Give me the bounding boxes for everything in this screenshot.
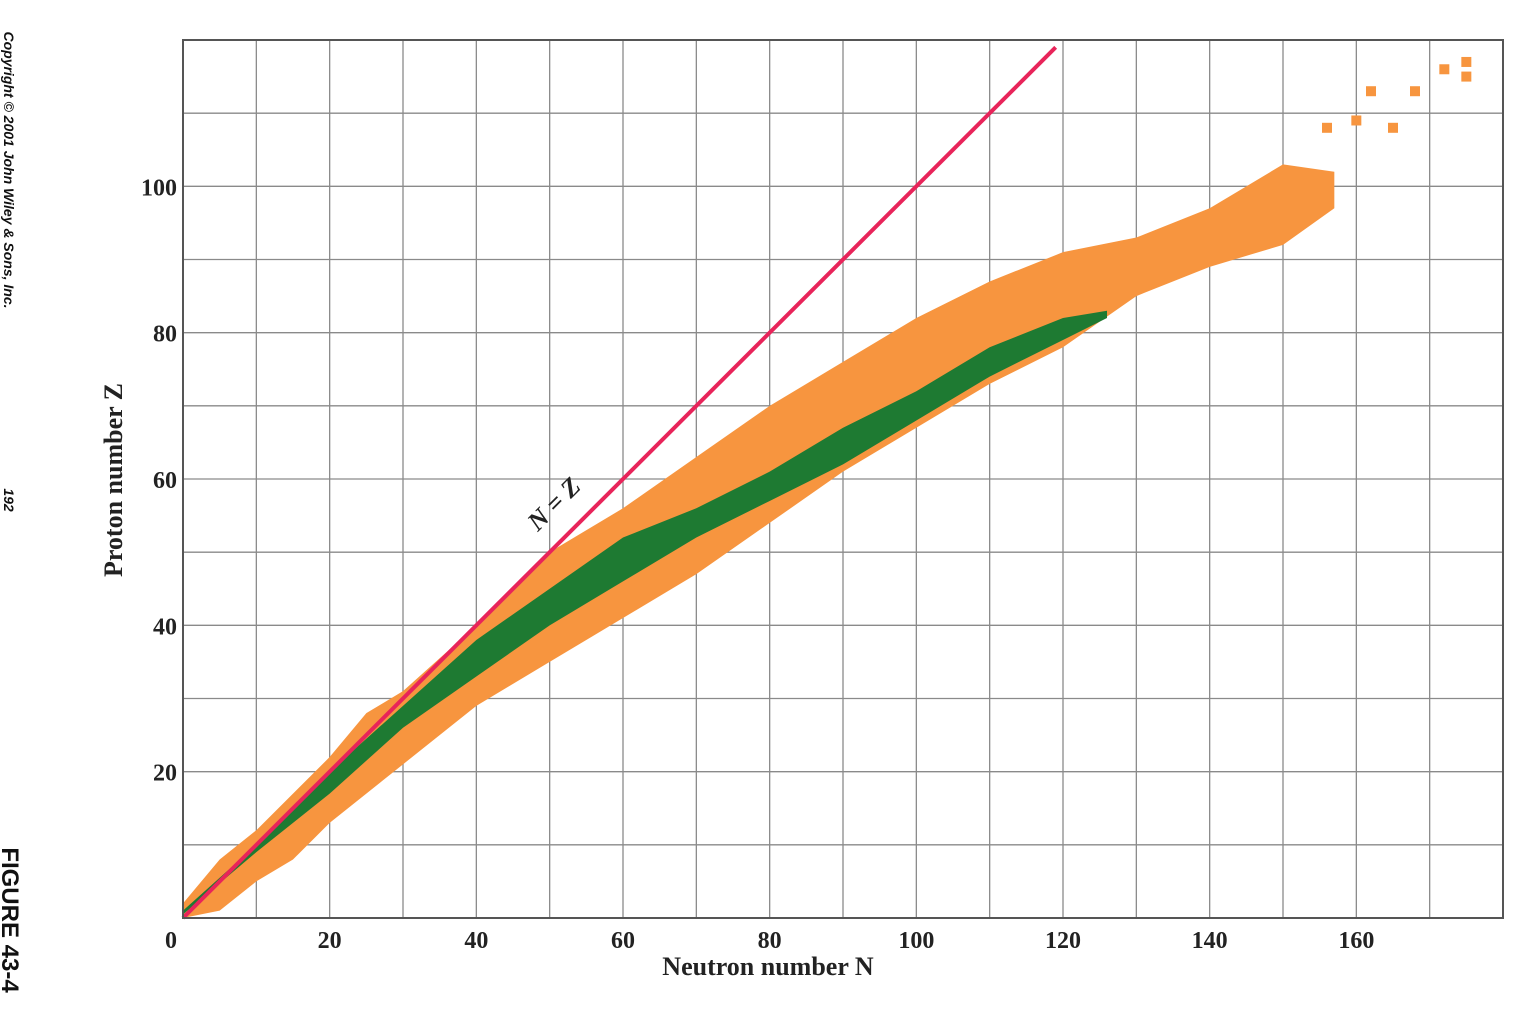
y-tick-label: 40 xyxy=(153,614,177,640)
y-tick-label: 60 xyxy=(153,468,177,494)
y-tick-label: 20 xyxy=(153,761,177,787)
x-tick-label: 20 xyxy=(318,928,342,954)
x-tick-label: 40 xyxy=(464,928,488,954)
x-axis-title: Neutron number N xyxy=(662,952,874,981)
nuclide-point xyxy=(1322,122,1332,133)
y-axis-title: Proton number Z xyxy=(99,383,128,577)
x-tick-label: 0 xyxy=(165,928,177,954)
page-number: 192 xyxy=(1,488,17,512)
x-tick-label: 140 xyxy=(1192,928,1228,954)
x-tick-label: 100 xyxy=(898,928,934,954)
nuclide-point xyxy=(1366,86,1376,97)
marks xyxy=(181,45,1472,920)
x-tick-label: 160 xyxy=(1338,928,1374,954)
plot-border xyxy=(182,39,1504,919)
nuclide-point xyxy=(1351,115,1362,126)
nuclide-point xyxy=(1388,122,1398,133)
nuclide-band xyxy=(183,164,1335,919)
figure-label: FIGURE 43-4 xyxy=(0,847,23,993)
nuclide-point xyxy=(1439,64,1450,75)
x-tick-label: 120 xyxy=(1045,928,1081,954)
y-tick-label: 80 xyxy=(153,322,177,348)
x-tick-label: 80 xyxy=(758,928,782,954)
nuclide-point xyxy=(1461,56,1472,67)
nuclide-point xyxy=(1410,86,1420,97)
y-tick-label: 100 xyxy=(141,175,177,201)
n-equals-z-line xyxy=(181,45,1058,920)
nuclide-point xyxy=(1461,71,1472,82)
x-tick-label: 60 xyxy=(611,928,635,954)
copyright: Copyright © 2001 John Wiley & Sons, Inc. xyxy=(1,31,17,308)
